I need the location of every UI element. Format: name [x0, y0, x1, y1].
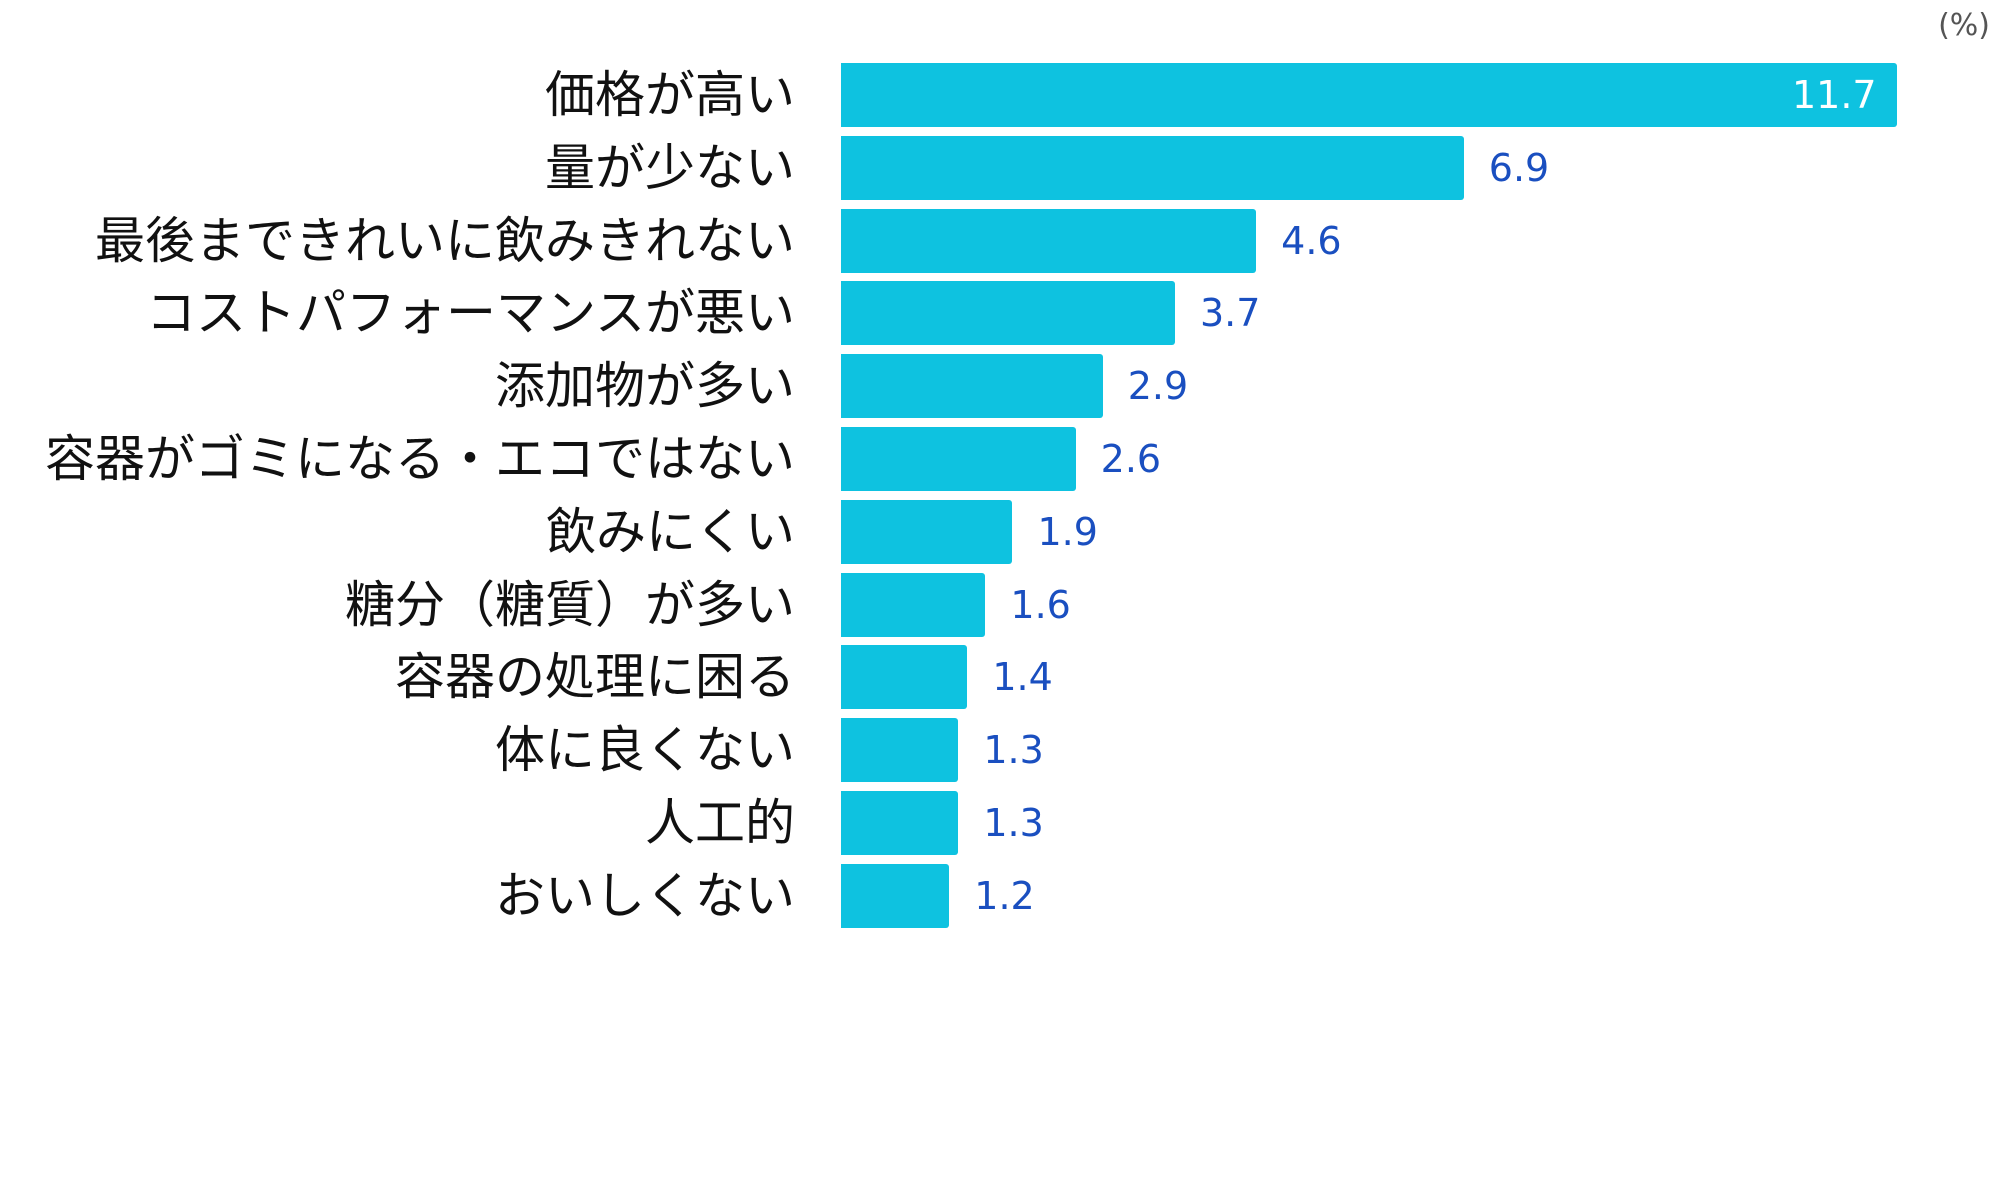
category-label: 容器がゴミになる・エコではない	[45, 430, 795, 488]
bar	[841, 572, 986, 637]
value-label: 11.7	[1792, 73, 1877, 117]
value-label: 1.4	[992, 655, 1053, 700]
bar	[841, 645, 968, 710]
category-label: 価格が高い	[545, 66, 795, 124]
value-label: 1.3	[983, 728, 1044, 773]
category-label: 量が少ない	[545, 138, 795, 197]
bar	[841, 63, 1897, 127]
value-label: 2.6	[1100, 437, 1162, 481]
value-label: 2.9	[1127, 364, 1189, 409]
bar	[841, 354, 1103, 419]
category-label: おいしくない	[495, 866, 795, 925]
value-label: 1.9	[1037, 509, 1098, 554]
unit-label: (%)	[1938, 8, 1990, 43]
category-label: 容器の処理に困る	[395, 648, 795, 707]
bar	[841, 135, 1464, 200]
value-label: 3.7	[1199, 291, 1261, 336]
value-label: 1.6	[1010, 582, 1071, 627]
category-label: 最後まできれいに飲みきれない	[95, 211, 795, 270]
category-label: 人工的	[645, 794, 795, 852]
category-label: 体に良くない	[495, 721, 795, 780]
bar	[841, 499, 1013, 564]
bar	[841, 718, 959, 783]
value-label: 4.6	[1281, 218, 1342, 263]
bar	[841, 427, 1076, 491]
value-label: 1.3	[983, 801, 1044, 845]
category-label: 飲みにくい	[546, 502, 795, 561]
category-label: コストパフォーマンスが悪い	[146, 284, 795, 343]
bar	[841, 863, 950, 928]
bar	[841, 281, 1175, 346]
bar	[841, 208, 1257, 273]
bar	[841, 791, 959, 855]
value-label: 1.2	[974, 873, 1035, 918]
category-label: 添加物が多い	[495, 357, 795, 416]
value-label: 6.9	[1488, 145, 1550, 190]
category-label: 糖分（糖質）が多い	[345, 575, 795, 634]
